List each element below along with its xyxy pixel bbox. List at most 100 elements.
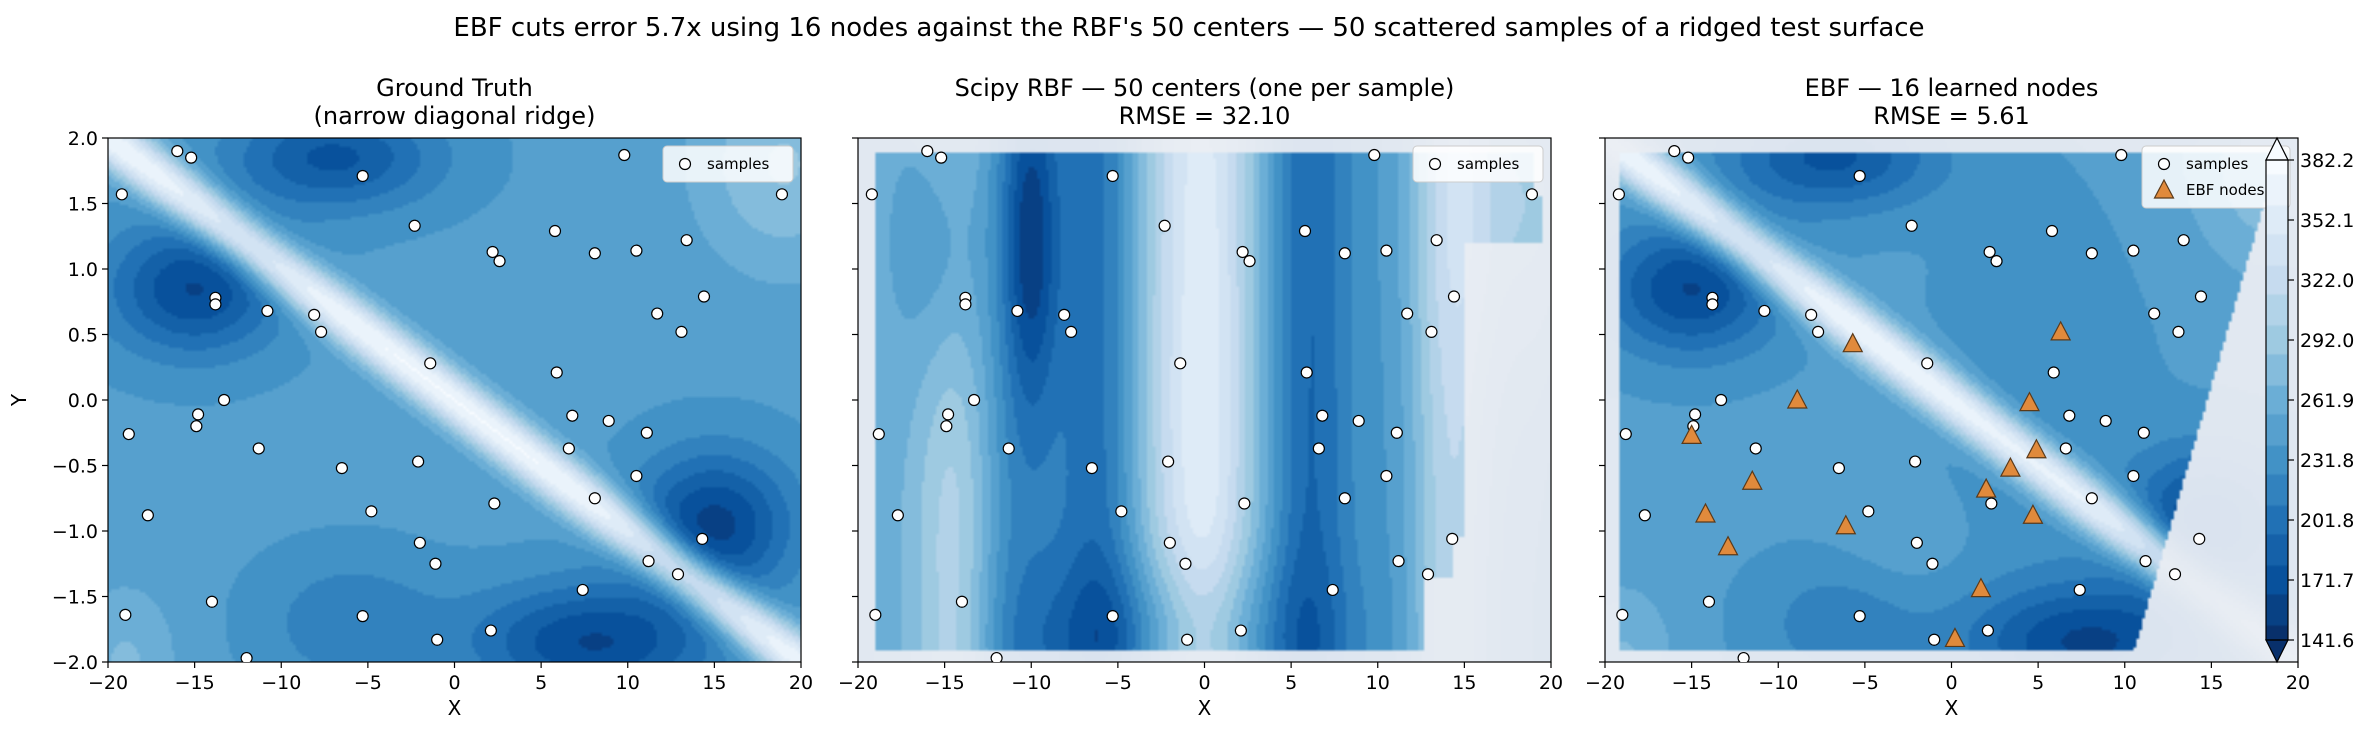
sample-point	[1981, 624, 1994, 637]
sample-point	[562, 442, 575, 455]
sample-point	[1638, 509, 1651, 522]
colorbar-tick-label: 171.7	[2300, 570, 2354, 592]
legend-label: EBF nodes	[2186, 181, 2265, 199]
sample-point	[2073, 583, 2086, 597]
ebf-node-marker	[1975, 477, 1997, 498]
sample-point	[314, 325, 328, 338]
colorbar-tick-label: 201.8	[2300, 510, 2354, 532]
x-tick-label: −5	[1104, 672, 1132, 694]
sample-point	[115, 188, 128, 201]
x-tick-label: −15	[1672, 672, 1712, 694]
sample-point	[1714, 393, 1728, 407]
sample-point	[1380, 244, 1393, 257]
x-tick-label: 15	[1452, 672, 1476, 694]
x-tick-label: 5	[535, 672, 547, 694]
sample-point	[1832, 462, 1845, 475]
sample-point	[865, 188, 878, 201]
panel-subtitle: RMSE = 32.10	[1119, 102, 1291, 130]
sample-point	[1380, 469, 1393, 483]
legend-label: samples	[1457, 155, 1520, 173]
x-tick-label: −10	[1011, 672, 1051, 694]
x-tick-label: 0	[1945, 672, 1957, 694]
sample-point	[588, 247, 601, 260]
x-tick-label: −20	[1585, 672, 1625, 694]
sample-point	[493, 255, 506, 268]
panel-rbf: Scipy RBF — 50 centers (one per sample)R…	[838, 74, 1563, 720]
sample-point	[356, 169, 369, 183]
sample-point	[335, 462, 348, 475]
ebf-node-marker	[1999, 456, 2021, 477]
ebf-node-marker	[1835, 514, 1857, 535]
sample-point	[2127, 244, 2140, 257]
heatmap-image	[108, 138, 801, 662]
sample-point	[1525, 188, 1539, 201]
x-tick-label: 15	[2199, 672, 2223, 694]
sample-point	[185, 151, 198, 164]
sample-point	[488, 497, 501, 510]
sample-point	[1737, 651, 1750, 662]
sample-point	[1811, 325, 1825, 338]
sample-point	[1106, 169, 1119, 183]
sample-point	[413, 536, 426, 549]
sample-point	[588, 492, 601, 505]
panel-ground-truth: Ground Truth(narrow diagonal ridge) −20 −1…	[7, 74, 813, 720]
x-tick-label: −20	[838, 672, 878, 694]
x-tick-label: −10	[261, 672, 301, 694]
ebf-node-marker	[2050, 320, 2072, 341]
x-tick-label: −5	[1851, 672, 1879, 694]
samples-series	[1612, 145, 2286, 662]
x-tick-label: −20	[88, 672, 128, 694]
sample-point	[955, 595, 969, 608]
sample-point	[618, 148, 631, 162]
x-tick-label: −15	[925, 672, 965, 694]
sample-point	[1064, 325, 1078, 338]
sample-point	[2172, 325, 2185, 338]
sample-point	[1749, 442, 1762, 455]
x-axis-label: X	[1198, 696, 1212, 720]
sample-point	[1758, 304, 1771, 318]
sample-point	[1234, 624, 1247, 637]
sample-point	[190, 420, 203, 433]
sample-point	[209, 298, 222, 311]
sample-point	[630, 469, 643, 483]
x-tick-label: 10	[2113, 672, 2137, 694]
sample-point	[1011, 304, 1024, 318]
sample-point	[1312, 442, 1325, 455]
sample-point	[1702, 595, 1716, 608]
sample-point	[602, 414, 615, 428]
sample-point	[240, 651, 253, 662]
sample-point	[1179, 557, 1192, 570]
sample-point	[921, 145, 934, 158]
panel-title: EBF — 16 learned nodes	[1805, 74, 2099, 102]
sample-point	[1447, 290, 1461, 303]
sample-point	[2045, 224, 2059, 238]
sample-point	[1909, 455, 1922, 468]
sample-point	[1421, 568, 1435, 581]
ebf-node-marker	[1842, 332, 1864, 353]
sample-point	[1236, 245, 1249, 259]
ebf-node-marker	[1694, 502, 1716, 523]
sample-point	[252, 442, 265, 455]
sample-point	[2115, 148, 2128, 162]
sample-point	[1862, 505, 1875, 518]
sample-point	[141, 509, 154, 522]
sample-point	[642, 555, 655, 568]
x-tick-label: 0	[448, 672, 460, 694]
x-tick-label: 10	[1366, 672, 1390, 694]
x-tick-label: −10	[1758, 672, 1798, 694]
sample-point	[1682, 151, 1695, 164]
x-tick-label: 5	[2032, 672, 2044, 694]
sample-point	[1181, 633, 1194, 646]
sample-point	[1163, 536, 1176, 549]
sample-point	[484, 624, 497, 637]
sample-point	[205, 595, 219, 608]
x-tick-label: 10	[616, 672, 640, 694]
sample-point	[1905, 219, 1918, 232]
sample-point	[940, 420, 953, 433]
sample-point	[2047, 366, 2060, 379]
y-tick-label: 0.0	[68, 390, 98, 412]
legend-box	[662, 145, 794, 183]
sample-point	[990, 651, 1003, 662]
